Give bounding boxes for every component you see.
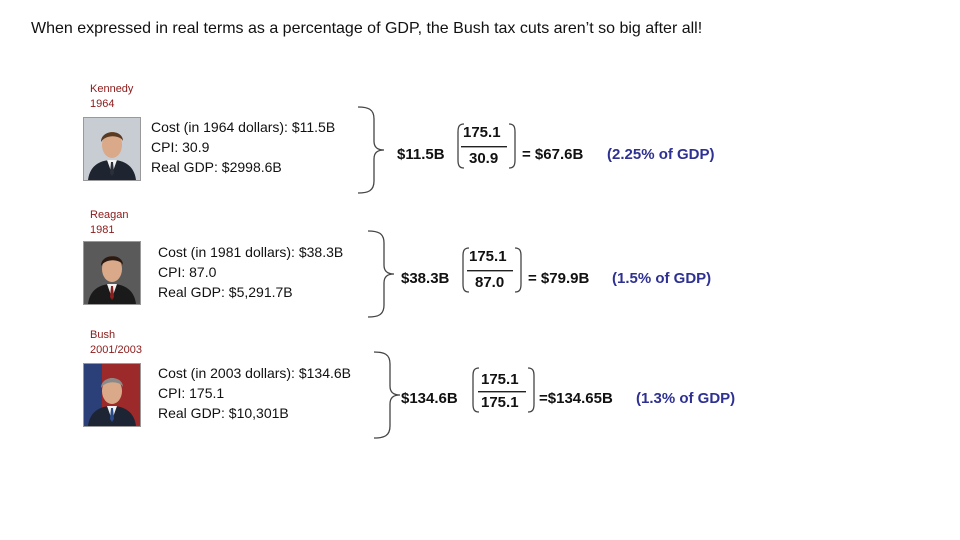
president-name: Kennedy	[90, 83, 134, 95]
formula-result: = $67.6B	[522, 146, 584, 163]
formula-numerator: 175.1	[481, 371, 519, 388]
left-paren	[462, 247, 470, 293]
right-paren	[514, 247, 522, 293]
cpi-line: CPI: 175.1	[158, 385, 225, 401]
formula-result: = $79.9B	[528, 270, 590, 287]
portrait-image	[84, 118, 140, 180]
bush-info: Cost (in 2003 dollars): $134.6B CPI: 175…	[158, 363, 351, 423]
right-brace-reagan	[367, 230, 395, 318]
formula-cost: $38.3B	[401, 270, 450, 287]
gdp-percentage: (1.5% of GDP)	[612, 270, 712, 287]
president-label-reagan: Reagan 1981	[90, 208, 129, 238]
president-name: Bush	[90, 329, 116, 341]
fraction-bar	[467, 270, 513, 272]
left-paren	[472, 367, 480, 413]
cpi-line: CPI: 87.0	[158, 264, 217, 280]
right-paren	[508, 123, 516, 169]
formula-result: =$134.65B	[539, 390, 613, 407]
right-brace-kennedy	[357, 106, 385, 194]
formula-denominator: 87.0	[475, 274, 505, 291]
kennedy-portrait	[83, 117, 141, 181]
right-paren	[527, 367, 535, 413]
portrait-image	[84, 242, 140, 304]
president-year: 1981	[90, 224, 115, 236]
cost-line: Cost (in 2003 dollars): $134.6B	[158, 365, 351, 381]
fraction-bar	[478, 391, 526, 393]
president-year: 2001/2003	[90, 344, 142, 356]
bush-portrait	[83, 363, 141, 427]
formula-numerator: 175.1	[469, 248, 507, 265]
formula-cost: $11.5B	[397, 146, 445, 163]
gdp-percentage: (2.25% of GDP)	[607, 146, 715, 163]
formula-cost: $134.6B	[401, 390, 458, 407]
reagan-portrait	[83, 241, 141, 305]
gdp-line: Real GDP: $10,301B	[158, 405, 289, 421]
president-year: 1964	[90, 98, 115, 110]
right-brace-bush	[373, 351, 401, 439]
fraction-bar	[461, 146, 507, 148]
cost-line: Cost (in 1981 dollars): $38.3B	[158, 244, 344, 260]
formula-numerator: 175.1	[463, 124, 501, 141]
kennedy-info: Cost (in 1964 dollars): $11.5B CPI: 30.9…	[151, 117, 335, 177]
formula-denominator: 30.9	[469, 150, 499, 167]
president-name: Reagan	[90, 209, 129, 221]
cpi-line: CPI: 30.9	[151, 139, 210, 155]
reagan-info: Cost (in 1981 dollars): $38.3B CPI: 87.0…	[158, 242, 343, 302]
slide-title: When expressed in real terms as a percen…	[31, 20, 703, 37]
left-paren	[457, 123, 465, 169]
gdp-percentage: (1.3% of GDP)	[636, 390, 736, 407]
portrait-image	[84, 364, 140, 426]
bush-formula: $134.6B 175.1 175.1 =$134.65B (1.3% of G…	[401, 366, 771, 426]
president-label-kennedy: Kennedy 1964	[90, 82, 133, 112]
formula-denominator: 175.1	[481, 394, 519, 411]
reagan-formula: $38.3B 175.1 87.0 = $79.9B (1.5% of GDP)	[401, 246, 761, 306]
gdp-line: Real GDP: $2998.6B	[151, 159, 282, 175]
president-label-bush: Bush 2001/2003	[90, 328, 142, 358]
cost-line: Cost (in 1964 dollars): $11.5B	[151, 119, 336, 135]
kennedy-formula: $11.5B 175.1 30.9 = $67.6B (2.25% of GDP…	[397, 122, 757, 182]
gdp-line: Real GDP: $5,291.7B	[158, 284, 293, 300]
